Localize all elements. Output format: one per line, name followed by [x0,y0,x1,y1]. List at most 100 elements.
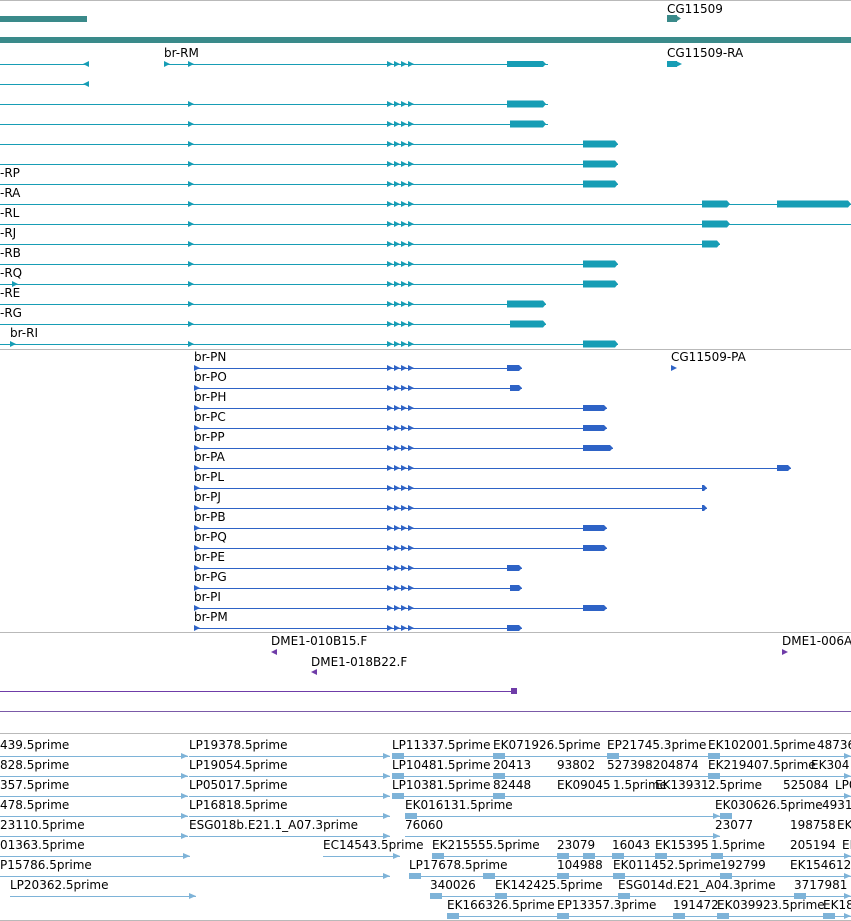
strand-arrow-icon[interactable] [844,873,851,879]
intron-line[interactable] [0,104,548,105]
strand-arrow-icon[interactable] [844,853,851,859]
intron-line[interactable] [194,528,607,529]
strand-arrow-icon[interactable] [194,525,200,531]
strand-arrow-icon[interactable] [181,833,188,839]
cdna-line[interactable] [405,836,720,837]
strand-arrow-icon[interactable] [387,121,393,127]
strand-arrow-icon[interactable] [194,585,200,591]
strand-arrow-icon[interactable] [387,321,393,327]
cdna-line[interactable] [10,896,196,897]
strand-arrow-icon[interactable] [401,61,407,67]
strand-arrow-icon[interactable] [394,565,400,571]
strand-arrow-icon[interactable] [844,773,851,779]
strand-arrow-icon[interactable] [394,101,400,107]
cdna-exon[interactable] [612,853,624,859]
strand-arrow-icon[interactable] [401,101,407,107]
exon-block[interactable] [507,625,522,631]
strand-arrow-icon[interactable] [387,465,393,471]
strand-arrow-icon[interactable] [188,301,194,307]
intron-line[interactable] [0,324,546,325]
exon-block[interactable] [510,585,522,591]
strand-arrow-icon[interactable] [408,301,414,307]
strand-arrow-icon[interactable] [401,341,407,347]
exon-block[interactable] [510,385,522,391]
strand-arrow-icon[interactable] [387,241,393,247]
strand-arrow-icon[interactable] [408,385,414,391]
strand-arrow-icon[interactable] [387,625,393,631]
cdna-exon[interactable] [655,853,667,859]
intron-line[interactable] [0,224,851,225]
strand-arrow-icon[interactable] [387,405,393,411]
cdna-line[interactable] [189,776,390,777]
strand-arrow-icon[interactable] [408,505,414,511]
intron-line[interactable] [0,164,618,165]
strand-arrow-icon[interactable] [401,365,407,371]
strand-arrow-icon[interactable] [383,873,390,879]
strand-arrow-icon[interactable] [401,565,407,571]
strand-arrow-icon[interactable] [408,605,414,611]
cdna-exon[interactable] [405,813,417,819]
strand-arrow-icon[interactable] [194,545,200,551]
cdna-exon[interactable] [720,873,732,879]
strand-arrow-icon[interactable] [394,385,400,391]
cdna-line[interactable] [432,856,851,857]
strand-arrow-icon[interactable] [183,853,190,859]
strand-arrow-icon[interactable] [188,321,194,327]
strand-arrow-icon[interactable] [188,61,194,67]
intron-line[interactable] [194,628,522,629]
strand-arrow-icon[interactable] [676,61,682,67]
strand-arrow-icon[interactable] [394,585,400,591]
intron-line[interactable] [194,388,522,389]
exon-block[interactable] [702,220,730,228]
intron-line[interactable] [194,488,707,489]
strand-arrow-icon[interactable] [383,833,390,839]
exon-block[interactable] [583,260,618,268]
strand-arrow-icon[interactable] [383,793,390,799]
strand-arrow-icon[interactable] [387,585,393,591]
cdna-exon[interactable] [430,893,442,899]
strand-arrow-icon[interactable] [194,485,200,491]
strand-arrow-icon[interactable] [401,445,407,451]
cdna-exon[interactable] [823,913,835,919]
intron-line[interactable] [0,244,720,245]
strand-arrow-icon[interactable] [194,445,200,451]
cdna-exon[interactable] [673,913,685,919]
strand-arrow-icon[interactable] [401,505,407,511]
strand-arrow-icon[interactable] [394,121,400,127]
strand-arrow-icon[interactable] [401,545,407,551]
strand-arrow-icon[interactable] [394,61,400,67]
strand-arrow-icon[interactable] [401,281,407,287]
strand-arrow-icon[interactable] [387,181,393,187]
strand-arrow-icon[interactable] [394,425,400,431]
strand-arrow-icon[interactable] [401,485,407,491]
strand-arrow-icon[interactable] [408,525,414,531]
exon-block[interactable] [583,140,618,148]
strand-arrow-icon[interactable] [387,605,393,611]
strand-arrow-icon[interactable] [394,505,400,511]
exon-block[interactable] [777,200,851,208]
intron-line[interactable] [194,508,707,509]
strand-arrow-icon[interactable] [387,505,393,511]
exon-block[interactable] [777,465,791,471]
strand-arrow-icon[interactable] [383,753,390,759]
strand-arrow-icon[interactable] [393,853,400,859]
strand-arrow-icon[interactable] [401,241,407,247]
strand-arrow-icon[interactable] [194,385,200,391]
cdna-exon[interactable] [557,853,569,859]
cdna-exon[interactable] [447,913,459,919]
cdna-line[interactable] [189,756,390,757]
strand-arrow-icon[interactable] [394,625,400,631]
strand-arrow-left-icon[interactable] [83,81,89,87]
intron-line[interactable] [194,428,607,429]
strand-arrow-icon[interactable] [408,221,414,227]
intron-line[interactable] [0,64,87,65]
strand-arrow-icon[interactable] [394,201,400,207]
strand-arrow-icon[interactable] [408,181,414,187]
cdna-line[interactable] [0,816,188,817]
strand-arrow-icon[interactable] [408,241,414,247]
intron-line[interactable] [194,548,607,549]
exon-block[interactable] [667,61,677,67]
exon-block[interactable] [510,120,546,128]
